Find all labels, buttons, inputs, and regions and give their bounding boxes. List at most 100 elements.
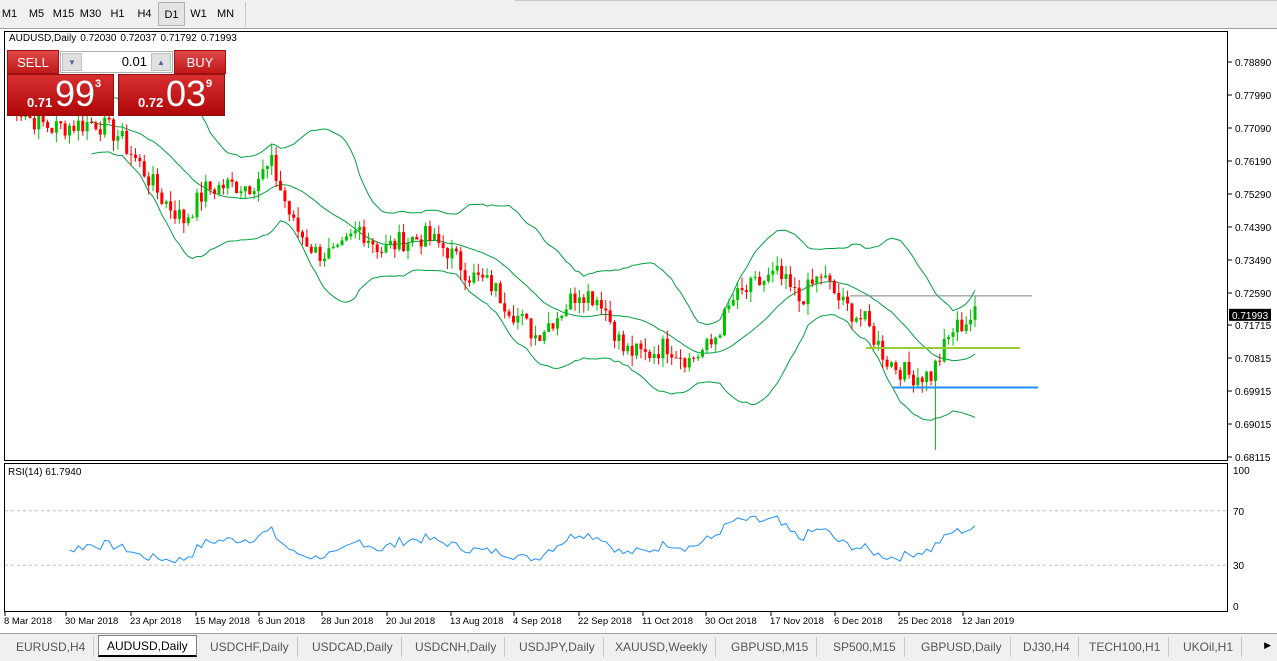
candle-body xyxy=(784,274,788,279)
tab-xauusd-weekly[interactable]: XAUUSD,Weekly xyxy=(607,637,717,657)
candle-body xyxy=(604,308,608,311)
candle-body xyxy=(841,296,845,301)
tab-gbpusd-m15[interactable]: GBPUSD,M15 xyxy=(723,637,818,657)
candle-body xyxy=(327,248,331,259)
scroll-right-icon[interactable]: ▶ xyxy=(1264,640,1271,650)
candle-body xyxy=(788,274,792,287)
tab-sp500-m15[interactable]: SP500,M15 xyxy=(825,637,905,657)
candle-body xyxy=(819,276,823,278)
lot-size-stepper[interactable]: ▼ 0.01 ▲ xyxy=(60,51,173,73)
candle-body xyxy=(608,310,612,322)
bollinger-upper-band xyxy=(91,81,976,326)
candle-body xyxy=(305,237,309,247)
candle-body xyxy=(177,209,181,219)
candle-body xyxy=(142,161,146,177)
sell-button[interactable]: SELL xyxy=(7,50,59,74)
candle-body xyxy=(402,232,406,252)
buy-price[interactable]: 0.72 03 9 xyxy=(118,73,225,116)
candle-body xyxy=(103,117,107,135)
date-label: 20 Jul 2018 xyxy=(386,616,435,627)
candle-body xyxy=(138,157,142,162)
candle-body xyxy=(393,240,397,250)
date-label: 6 Jun 2018 xyxy=(258,616,305,627)
candle-body xyxy=(815,276,819,284)
candle-body xyxy=(670,354,674,358)
tab-audusd-daily[interactable]: AUDUSD,Daily xyxy=(98,635,197,657)
candle-body xyxy=(257,179,261,192)
tab-ukoil-h1[interactable]: UKOil,H1 xyxy=(1175,637,1243,657)
increase-lot-icon[interactable]: ▲ xyxy=(151,53,171,71)
candle-body xyxy=(705,339,709,351)
tab-usdchf-daily[interactable]: USDCHF,Daily xyxy=(202,637,298,657)
timeframe-w1[interactable]: W1 xyxy=(190,8,207,20)
candle-body xyxy=(32,117,36,130)
candle-body xyxy=(863,311,867,320)
candle-body xyxy=(547,323,551,332)
price-label: 0.68115 xyxy=(1235,453,1271,464)
candle-body xyxy=(446,248,450,259)
candle-body xyxy=(195,192,199,218)
date-label: 13 Aug 2018 xyxy=(450,616,503,627)
candle-body xyxy=(111,119,115,141)
candle-body xyxy=(766,274,770,282)
tab-tech100-h1[interactable]: TECH100,H1 xyxy=(1081,637,1170,657)
tab-eurusd-h4[interactable]: EURUSD,H4 xyxy=(8,637,95,657)
tab-dj30-h4[interactable]: DJ30,H4 xyxy=(1015,637,1079,657)
timeframe-m15[interactable]: M15 xyxy=(52,8,75,20)
date-label: 15 May 2018 xyxy=(195,616,250,627)
tab-usdcnh-daily[interactable]: USDCNH,Daily xyxy=(407,637,506,657)
timeframe-d1[interactable]: D1 xyxy=(158,2,185,26)
candle-body xyxy=(942,339,946,362)
candle-body xyxy=(925,371,929,383)
candle-body xyxy=(775,265,779,271)
rsi-axis-label: 100 xyxy=(1233,466,1250,477)
candle-body xyxy=(37,113,41,130)
date-label: 8 Mar 2018 xyxy=(4,616,52,627)
timeframe-m30[interactable]: M30 xyxy=(79,8,102,20)
candle-body xyxy=(94,122,98,130)
candle-body xyxy=(551,323,555,329)
timeframe-m5[interactable]: M5 xyxy=(28,8,45,20)
timeframe-h4[interactable]: H4 xyxy=(137,8,152,20)
candle-body xyxy=(331,246,335,249)
candle-body xyxy=(560,315,564,319)
price-label: 0.72590 xyxy=(1235,289,1272,300)
candle-body xyxy=(173,210,177,219)
timeframe-mn[interactable]: MN xyxy=(216,8,235,20)
date-label: 30 Mar 2018 xyxy=(65,616,118,627)
candle-body xyxy=(639,343,643,350)
candle-body xyxy=(46,122,50,128)
candle-body xyxy=(468,280,472,283)
ohlc-low: 0.71792 xyxy=(160,33,197,44)
candle-body xyxy=(516,315,520,323)
timeframe-toolbar: M1 M5 M15 M30 H1 H4 D1 W1 MN xyxy=(0,0,1277,29)
lot-size-input[interactable]: 0.01 xyxy=(121,54,147,69)
tab-usdjpy-daily[interactable]: USDJPY,Daily xyxy=(511,637,604,657)
candle-body xyxy=(520,313,524,316)
candle-body xyxy=(744,290,748,293)
rsi-line xyxy=(69,515,976,564)
buy-button[interactable]: BUY xyxy=(174,50,226,74)
candle-body xyxy=(793,286,797,288)
candle-body xyxy=(208,181,212,190)
rsi-label: RSI(14) 61.7940 xyxy=(8,467,82,478)
sell-price[interactable]: 0.71 99 3 xyxy=(7,73,114,116)
candle-body xyxy=(63,123,67,136)
candle-body xyxy=(182,209,186,224)
candle-body xyxy=(700,350,704,357)
date-label: 4 Sep 2018 xyxy=(513,616,562,627)
candle-body xyxy=(437,233,441,243)
candle-body xyxy=(736,288,740,300)
timeframe-h1[interactable]: H1 xyxy=(110,8,125,20)
candle-body xyxy=(727,305,731,310)
candle-body xyxy=(239,191,243,194)
buy-price-fraction: 9 xyxy=(206,78,213,90)
current-price-label: 0.71993 xyxy=(1232,311,1269,322)
decrease-lot-icon[interactable]: ▼ xyxy=(62,53,82,71)
timeframe-m1[interactable]: M1 xyxy=(1,8,18,20)
candle-body xyxy=(349,233,353,237)
tab-gbpusd-daily[interactable]: GBPUSD,Daily xyxy=(913,637,1011,657)
candle-body xyxy=(564,309,568,316)
tab-usdcad-daily[interactable]: USDCAD,Daily xyxy=(304,637,402,657)
